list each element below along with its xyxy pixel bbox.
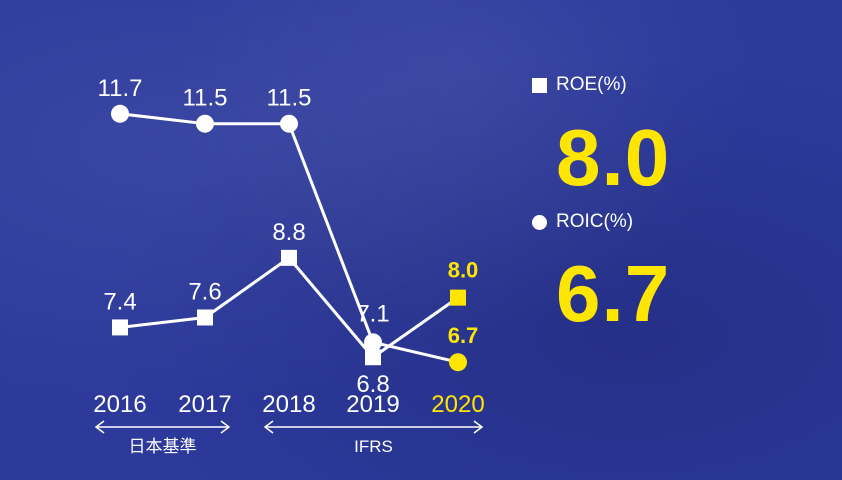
roic-point-2020: [449, 353, 467, 372]
roic-value-label-2018: 11.5: [267, 85, 312, 112]
x-tick-label-2020: 2020: [431, 391, 484, 418]
roic-value-label-2017: 11.5: [183, 85, 228, 112]
roic-point-2018: [280, 114, 298, 133]
standard-range-ifrs: IFRS: [263, 420, 484, 456]
circle-marker-icon: [532, 214, 547, 230]
roe-value-label-2016: 7.4: [103, 288, 136, 315]
legend-roic: ROIC(%): [532, 211, 633, 233]
roe-line-segment: [372, 296, 459, 359]
roic-value-label-2020: 6.7: [448, 323, 479, 348]
roic-value-label-2019: 7.1: [356, 300, 389, 327]
standard-label-ifrs: IFRS: [354, 437, 393, 456]
roe-value-label-2020: 8.0: [448, 258, 479, 283]
roe-line-segment: [119, 316, 206, 329]
standard-label-jgaap: 日本基準: [129, 437, 197, 456]
roic-point-2019: [364, 333, 382, 352]
legend-roic-label: ROIC(%): [556, 211, 634, 232]
roic-point-2016: [111, 104, 129, 123]
roic-line-segment: [372, 340, 459, 364]
x-tick-label-2017: 2017: [178, 391, 231, 418]
roe-point-2018: [281, 249, 297, 266]
roe-point-2019: [365, 349, 381, 366]
roe-value-label-2017: 7.6: [188, 278, 221, 305]
legend-roe: ROE(%): [532, 74, 627, 96]
roe-line-segment: [204, 256, 290, 319]
roic-big-value: 6.7: [556, 249, 671, 338]
roic-line-segment: [287, 123, 375, 343]
roe-line-segment: [287, 256, 375, 359]
roe-point-2016: [112, 319, 128, 336]
standard-range-jgaap: 日本基準: [94, 420, 231, 456]
legend-roe-label: ROE(%): [556, 74, 627, 95]
x-tick-label-2016: 2016: [93, 391, 146, 418]
x-tick-label-2018: 2018: [262, 391, 315, 418]
roe-value-label-2019: 6.8: [356, 371, 389, 398]
roic-value-label-2016: 11.7: [98, 75, 143, 102]
x-tick-label-2019: 2019: [346, 391, 399, 418]
roe-point-2020: [450, 289, 466, 306]
roe-value-label-2018: 8.8: [272, 219, 305, 246]
roic-line-segment: [119, 112, 206, 126]
roe-point-2017: [197, 309, 213, 326]
square-marker-icon: [532, 77, 547, 93]
roic-point-2017: [196, 114, 214, 133]
roe-big-value: 8.0: [556, 113, 671, 202]
